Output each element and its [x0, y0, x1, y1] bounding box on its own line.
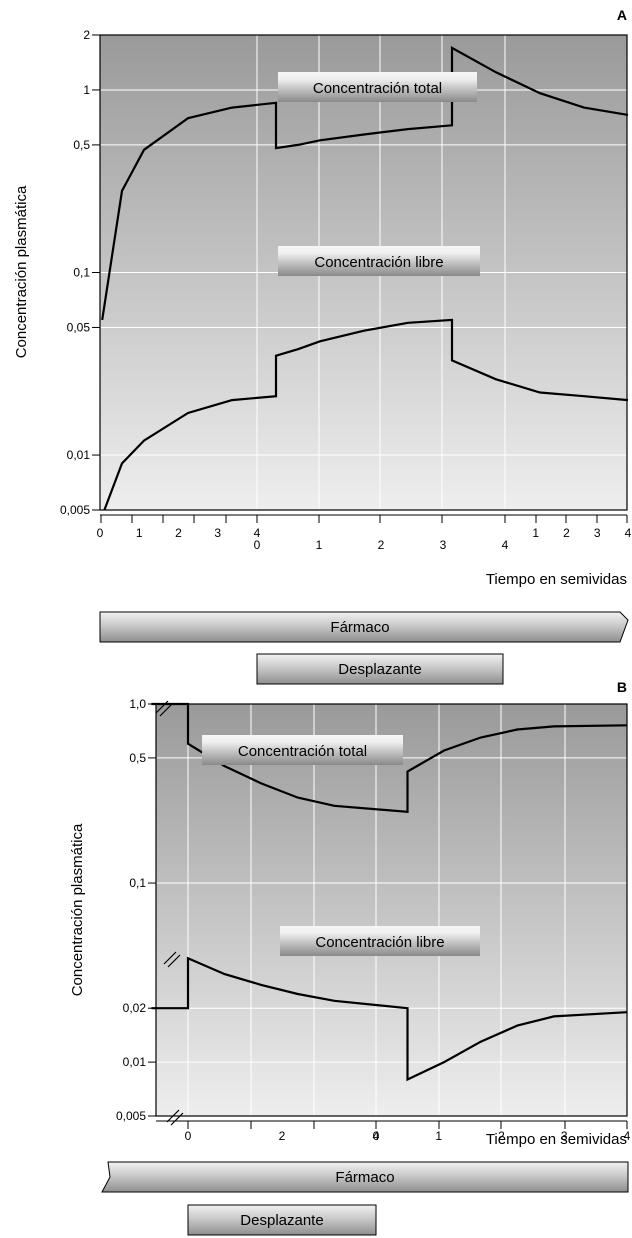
y-tick-label: 2	[83, 28, 90, 42]
x-tick-label: 2	[175, 526, 182, 540]
x-tick-label: 0	[254, 538, 261, 552]
x-tick-label: 2	[378, 538, 385, 552]
y-tick-label: 0,1	[129, 876, 146, 890]
plot-area	[156, 704, 627, 1116]
x-tick-label: 1	[532, 526, 539, 540]
x-tick-label: 0	[373, 1129, 380, 1143]
y-tick-label: 1	[83, 83, 90, 97]
y-tick-label: 0,005	[60, 503, 90, 517]
legend-label: Concentración libre	[315, 934, 444, 951]
x-tick-label: 3	[594, 526, 601, 540]
x-tick-label: 4	[502, 538, 509, 552]
x-tick-label: 0	[97, 526, 104, 540]
desplazante-label: Desplazante	[240, 1212, 323, 1229]
x-tick-label: 3	[214, 526, 221, 540]
legend-label: Concentración libre	[314, 254, 443, 271]
y-tick-label: 0,005	[116, 1109, 146, 1123]
y-tick-label: 0,01	[67, 448, 91, 462]
y-tick-label: 0,01	[123, 1055, 147, 1069]
x-axis-label: Tiempo en semividas	[486, 1131, 627, 1148]
x-tick-label: 2	[279, 1129, 286, 1143]
y-tick-label: 0,05	[67, 320, 91, 334]
y-tick-label: 0,02	[123, 1001, 147, 1015]
farmaco-label: Fármaco	[335, 1169, 394, 1186]
desplazante-label: Desplazante	[338, 661, 421, 678]
legend-label: Concentración total	[238, 743, 367, 760]
x-axis-label: Tiempo en semividas	[486, 571, 627, 588]
y-axis-label: Concentración plasmática	[13, 185, 30, 358]
x-tick-label: 4	[625, 526, 632, 540]
x-tick-label: 2	[563, 526, 570, 540]
y-tick-label: 0,1	[73, 266, 90, 280]
x-tick-label: 1	[435, 1129, 442, 1143]
x-tick-label: 1	[136, 526, 143, 540]
y-tick-label: 0,5	[129, 751, 146, 765]
panel-label: A	[617, 7, 627, 23]
farmaco-label: Fármaco	[330, 619, 389, 636]
x-tick-label: 1	[316, 538, 323, 552]
y-axis-label: Concentración plasmática	[69, 823, 86, 996]
y-tick-label: 0,5	[73, 138, 90, 152]
x-tick-label: 3	[440, 538, 447, 552]
panel-label: B	[617, 679, 627, 695]
x-tick-label: 0	[185, 1129, 192, 1143]
legend-label: Concentración total	[313, 80, 442, 97]
y-tick-label: 1,0	[129, 697, 146, 711]
